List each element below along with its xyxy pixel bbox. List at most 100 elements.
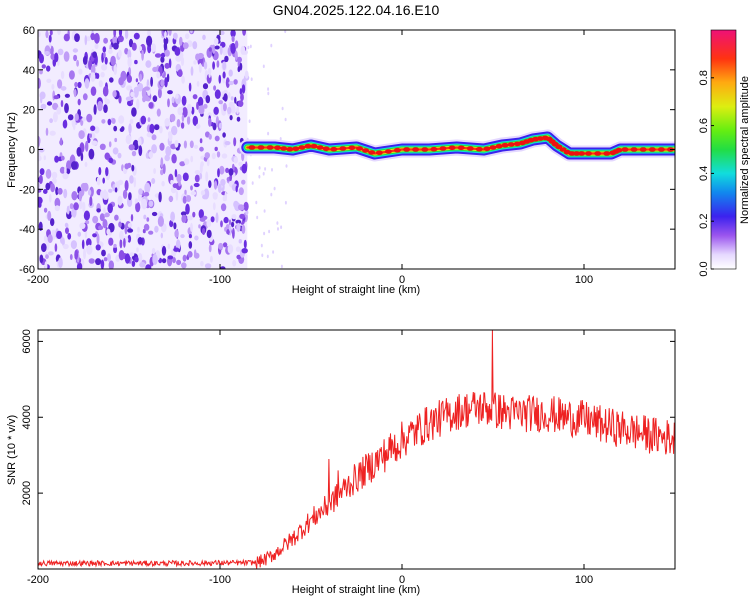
noise-blob: [73, 54, 78, 62]
noise-blob: [146, 35, 153, 47]
noise-blob: [38, 136, 41, 147]
noise-blob: [237, 204, 245, 211]
noise-blob: [85, 140, 89, 152]
noise-blob: [92, 233, 97, 238]
x-tick-label: 0: [399, 274, 405, 286]
noise-blob: [176, 173, 182, 183]
noise-blob: [86, 113, 93, 123]
noise-blob: [234, 50, 238, 61]
noise-blob: [71, 209, 75, 217]
noise-blob: [124, 224, 128, 235]
noise-blob: [76, 262, 83, 269]
x-tick-label: 0: [399, 574, 405, 586]
noise-blob: [240, 45, 246, 56]
noise-blob: [209, 255, 213, 263]
noise-blob: [127, 234, 132, 243]
noise-blob: [218, 100, 223, 105]
noise-blob: [234, 40, 239, 49]
noise-blob: [89, 133, 92, 138]
noise-blob: [45, 182, 51, 191]
noise-blob: [105, 167, 109, 177]
noise-blob: [38, 155, 42, 162]
noise-blob: [148, 230, 154, 235]
noise-blob: [103, 257, 108, 262]
noise-blob: [108, 188, 113, 193]
noise-blob: [205, 171, 209, 182]
noise-blob: [95, 258, 102, 266]
colorbar-tick-label: 0.6: [698, 118, 710, 133]
noise-blob: [82, 93, 88, 101]
noise-blob: [109, 77, 114, 83]
noise-blob: [62, 243, 69, 250]
noise-blob: [101, 119, 106, 124]
noise-blob: [198, 105, 205, 115]
noise-blob: [262, 64, 265, 69]
noise-blob: [113, 64, 118, 75]
noise-blob: [82, 55, 88, 65]
noise-blob: [41, 64, 46, 69]
noise-blob: [204, 263, 212, 269]
noise-blob: [230, 42, 236, 54]
noise-blob: [225, 167, 230, 173]
noise-blob: [102, 46, 107, 53]
y-tick-label: 6000: [21, 329, 33, 353]
noise-blob: [232, 227, 235, 239]
x-tick-label: -100: [209, 274, 231, 286]
noise-blob: [164, 118, 170, 127]
noise-blob: [231, 214, 237, 220]
noise-blob: [57, 30, 61, 35]
noise-blob: [194, 174, 200, 183]
noise-blob: [113, 125, 118, 132]
noise-blob: [106, 228, 111, 235]
noise-blob: [159, 126, 163, 134]
noise-blob: [45, 254, 49, 259]
noise-blob: [128, 123, 132, 134]
noise-blob: [131, 107, 137, 117]
noise-blob: [234, 96, 237, 104]
noise-blob: [58, 257, 63, 269]
noise-blob: [190, 185, 193, 191]
colorbar-frame: [710, 29, 737, 270]
noise-blob: [118, 95, 122, 104]
noise-blob: [241, 179, 246, 185]
noise-blob: [88, 148, 95, 160]
noise-blob: [180, 122, 185, 129]
noise-blob: [54, 155, 59, 163]
noise-blob: [78, 130, 85, 140]
noise-blob: [238, 187, 244, 196]
noise-blob: [114, 137, 118, 143]
noise-blob: [222, 71, 226, 79]
noise-blob: [45, 30, 49, 39]
ridge-hotspot: [403, 147, 411, 152]
noise-blob: [222, 195, 226, 202]
noise-blob: [74, 81, 78, 88]
noise-blob: [175, 190, 179, 201]
noise-blob: [69, 203, 74, 210]
noise-blob: [125, 134, 132, 145]
noise-blob: [223, 216, 229, 224]
noise-blob: [108, 237, 114, 246]
noise-blob: [131, 164, 135, 172]
noise-blob: [112, 147, 119, 155]
noise-blob: [139, 73, 143, 82]
noise-blob: [215, 212, 219, 223]
noise-blob: [212, 202, 216, 211]
x-tick-label: -100: [209, 574, 231, 586]
noise-blob: [200, 161, 204, 168]
noise-blob: [131, 42, 137, 51]
noise-blob: [263, 209, 266, 213]
noise-blob: [63, 188, 68, 199]
noise-blob: [53, 95, 60, 100]
ridge-hotspot: [384, 149, 392, 154]
noise-blob: [127, 228, 134, 233]
noise-blob: [76, 147, 82, 157]
noise-blob: [173, 222, 177, 230]
noise-blob: [98, 225, 104, 230]
noise-blob: [108, 141, 112, 148]
snr-frame: [37, 329, 676, 570]
noise-blob: [235, 185, 238, 193]
noise-blob: [226, 229, 230, 235]
noise-blob: [89, 196, 93, 207]
noise-blob: [43, 155, 46, 161]
noise-blob: [170, 179, 174, 185]
